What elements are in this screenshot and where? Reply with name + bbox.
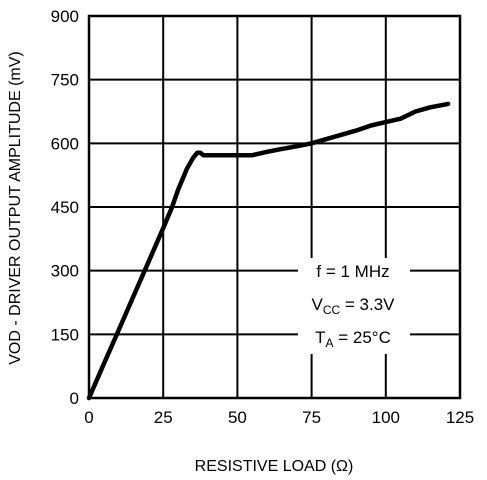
x-tick-label: 25 [154,408,173,427]
y-tick-label: 150 [51,325,79,344]
annotation-background [298,258,410,354]
x-axis-title: RESISTIVE LOAD (Ω) [195,458,354,475]
y-tick-label: 600 [51,134,79,153]
series-line [86,101,451,401]
y-tick-label: 900 [51,7,79,26]
annotation-frequency: f = 1 MHz [316,262,389,281]
y-tick-label: 750 [51,71,79,90]
grid-lines [89,16,460,398]
x-tick-labels: 0 25 50 75 100 125 [84,408,474,427]
y-tick-label: 300 [51,262,79,281]
x-tick-label: 100 [372,408,400,427]
x-tick-label: 0 [84,408,93,427]
y-tick-labels: 0 150 300 450 600 750 900 [51,7,79,408]
y-axis-title: VOD - DRIVER OUTPUT AMPLITUDE (mV) [7,51,24,365]
x-tick-label: 125 [446,408,474,427]
conditions-annotation: f = 1 MHz VCC = 3.3V TA = 25°C [298,258,410,354]
annotation-temperature: TA = 25°C [315,328,391,350]
x-tick-label: 50 [228,408,247,427]
y-tick-label: 450 [51,198,79,217]
x-tick-label: 75 [302,408,321,427]
y-tick-label: 0 [70,389,79,408]
plot-frame [87,14,462,400]
annotation-vcc: VCC = 3.3V [311,295,395,317]
